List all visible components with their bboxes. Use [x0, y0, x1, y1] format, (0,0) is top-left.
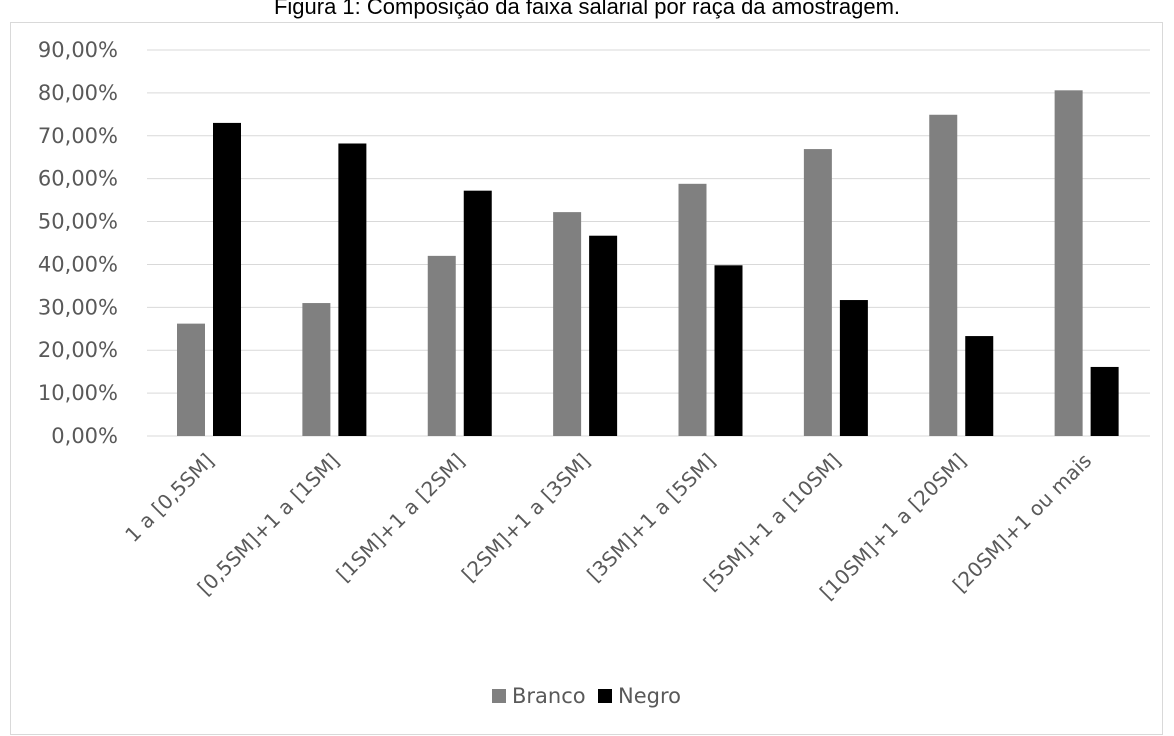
bar-branco-7 — [929, 114, 958, 437]
y-axis-tick-labels: 0,00% 10,00% 20,00% 30,00% 40,00% 50,00% 60,00… — [38, 38, 118, 448]
y-tick-label: 40,00% — [38, 252, 118, 276]
legend-swatch-branco — [492, 689, 506, 703]
bar-branco-2 — [302, 303, 331, 436]
x-category-label: [1SM]+1 a [2SM] — [331, 449, 469, 587]
y-tick-label: 80,00% — [38, 81, 118, 105]
x-category-label: 1 a [0,5SM] — [120, 449, 218, 547]
y-tick-label: 30,00% — [38, 295, 118, 319]
y-tick-label: 20,00% — [38, 338, 118, 362]
legend-label-negro: Negro — [618, 684, 681, 708]
bar-branco-3 — [427, 255, 456, 436]
x-category-label: [0,5SM]+1 a [1SM] — [193, 449, 344, 600]
bar-negro-8 — [1090, 366, 1119, 436]
legend: Branco Negro — [492, 684, 681, 708]
y-tick-label: 50,00% — [38, 210, 118, 234]
bar-negro-5 — [714, 265, 743, 436]
gridlines — [147, 49, 1150, 437]
x-category-label: [3SM]+1 a [5SM] — [582, 449, 720, 587]
y-tick-label: 90,00% — [38, 38, 118, 62]
bar-branco-5 — [678, 183, 707, 436]
bar-negro-3 — [463, 190, 492, 436]
bar-branco-6 — [803, 149, 832, 436]
bar-negro-6 — [839, 300, 868, 436]
y-tick-label: 70,00% — [38, 124, 118, 148]
x-category-label: [2SM]+1 a [3SM] — [457, 449, 595, 587]
bar-negro-4 — [589, 235, 618, 436]
y-tick-label: 0,00% — [51, 424, 118, 448]
x-category-label: [5SM]+1 a [10SM] — [699, 449, 846, 596]
bar-branco-8 — [1054, 90, 1083, 436]
bar-branco-1 — [177, 323, 205, 436]
legend-label-branco: Branco — [512, 684, 586, 708]
bar-negro-2 — [338, 143, 367, 436]
y-tick-label: 60,00% — [38, 167, 118, 191]
bar-negro-7 — [965, 336, 994, 436]
bar-negro-1 — [213, 122, 241, 437]
bar-branco-4 — [553, 212, 582, 436]
y-tick-label: 10,00% — [38, 381, 118, 405]
x-category-label: [20SM]+1 ou mais — [948, 449, 1096, 597]
legend-swatch-negro — [598, 689, 612, 703]
bars — [177, 90, 1119, 437]
x-axis-category-labels: 1 a [0,5SM][0,5SM]+1 a [1SM][1SM]+1 a [2… — [120, 449, 1096, 605]
figure-caption: Figura 1: Composição da faixa salarial p… — [273, 0, 901, 19]
